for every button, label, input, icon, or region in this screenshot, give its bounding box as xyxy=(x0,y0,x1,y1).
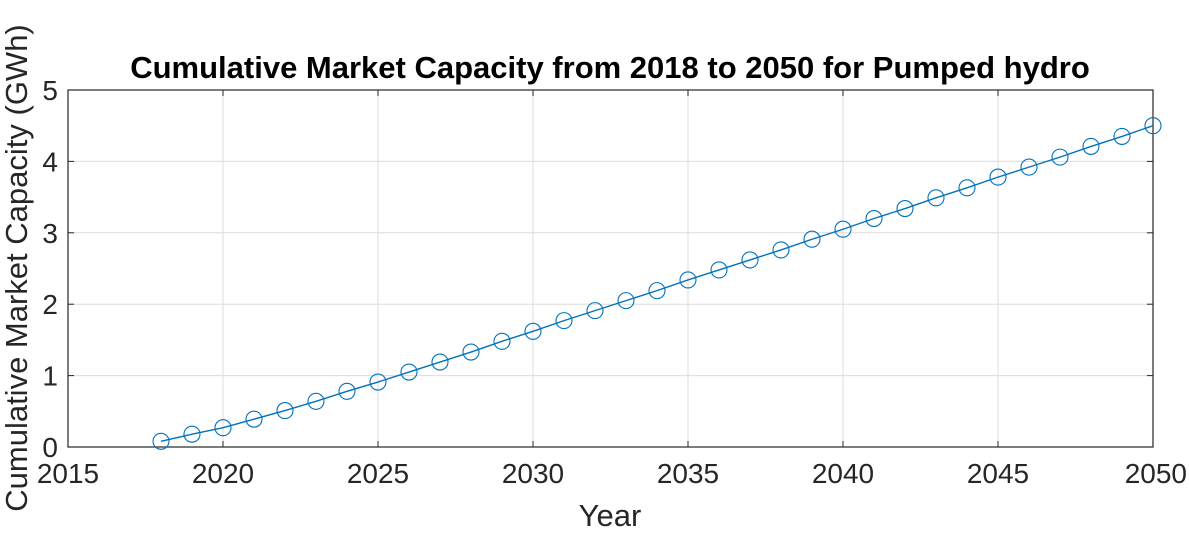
data-point xyxy=(493,332,511,350)
y-tick-label: 3 xyxy=(42,218,58,249)
x-tick-label: 2040 xyxy=(812,458,874,489)
data-point xyxy=(338,382,356,400)
data-point xyxy=(369,373,387,391)
data-point xyxy=(400,363,418,381)
data-point xyxy=(927,189,945,207)
y-tick-label: 0 xyxy=(42,432,58,463)
data-point xyxy=(183,425,201,443)
x-axis-label: Year xyxy=(579,498,642,533)
data-point xyxy=(617,292,635,310)
x-tick-label: 2045 xyxy=(967,458,1029,489)
data-point xyxy=(307,392,325,410)
plot-frame xyxy=(67,89,1154,448)
x-tick-label: 2050 xyxy=(1125,458,1187,489)
y-tick-labels: 0 1 2 3 4 5 xyxy=(42,75,58,463)
x-tick-label: 2015 xyxy=(37,458,99,489)
y-tick-label: 4 xyxy=(42,146,58,177)
y-tick-label: 2 xyxy=(42,289,58,320)
data-point xyxy=(555,312,573,330)
data-point xyxy=(958,179,976,197)
data-point xyxy=(1082,137,1100,155)
data-point xyxy=(462,343,480,361)
data-point xyxy=(152,432,170,450)
data-point xyxy=(586,302,604,320)
data-point xyxy=(834,220,852,238)
data-point xyxy=(245,410,263,428)
y-tick-label: 1 xyxy=(42,361,58,392)
y-tick-label: 5 xyxy=(42,75,58,106)
data-point xyxy=(214,419,232,437)
data-point xyxy=(741,251,759,269)
data-point xyxy=(1113,127,1131,145)
data-point xyxy=(772,241,790,259)
data-point xyxy=(710,261,728,279)
data-point xyxy=(896,199,914,218)
data-point xyxy=(1020,158,1038,176)
y-axis-label: Cumulative Market Capacity (GWh) xyxy=(0,24,34,512)
x-tick-label: 2020 xyxy=(192,458,254,489)
data-point xyxy=(1144,117,1162,135)
data-point xyxy=(1051,148,1069,166)
data-point xyxy=(865,209,883,228)
x-tick-label: 2035 xyxy=(657,458,719,489)
series-line xyxy=(160,125,1154,442)
x-tick-label: 2030 xyxy=(502,458,564,489)
x-tick-label: 2025 xyxy=(347,458,409,489)
chart-title: Cumulative Market Capacity from 2018 to … xyxy=(130,50,1090,85)
data-point xyxy=(524,322,542,340)
data-point xyxy=(989,168,1007,186)
y-gridlines xyxy=(68,89,1153,448)
x-gridlines xyxy=(67,90,1154,447)
data-point xyxy=(803,230,821,248)
data-point xyxy=(431,353,449,371)
data-point xyxy=(276,402,294,420)
data-point xyxy=(679,271,697,289)
data-point xyxy=(648,282,666,300)
x-tick-labels: 2015 2020 2025 2030 2035 2040 2045 2050 xyxy=(37,458,1187,489)
series-layer xyxy=(152,117,1162,450)
